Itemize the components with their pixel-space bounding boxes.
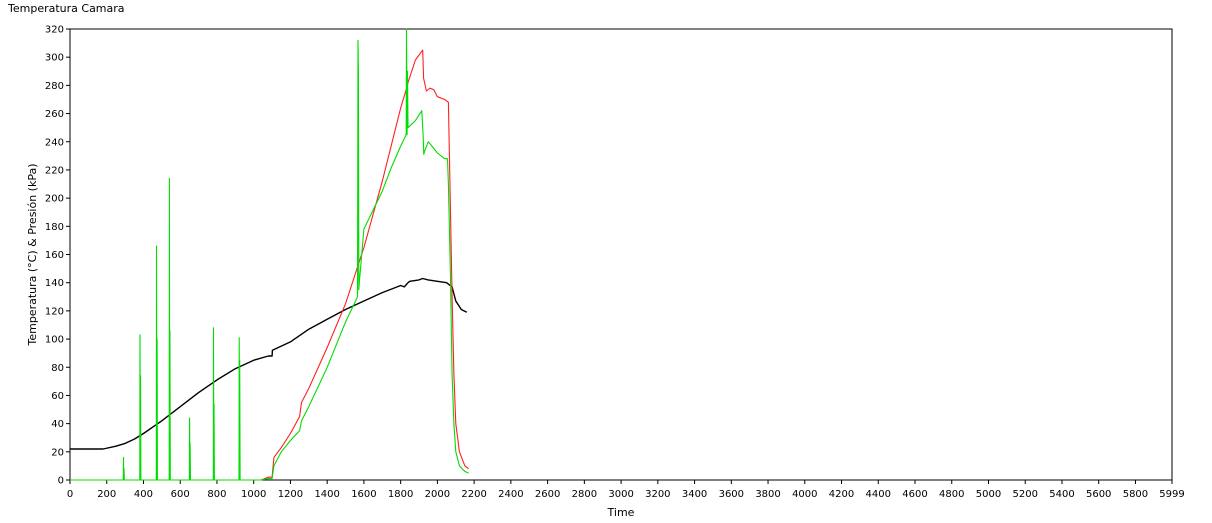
x-tick-label: 5400 <box>1049 489 1074 500</box>
x-axis-label: Time <box>607 506 635 519</box>
x-tick-label: 200 <box>97 489 116 500</box>
x-tick-label: 1000 <box>241 489 266 500</box>
y-tick-label: 160 <box>45 250 64 261</box>
x-tick-label: 5200 <box>1012 489 1037 500</box>
x-tick-label: 800 <box>207 489 226 500</box>
y-axis: 0 20 40 60 80 100 120 140 160 180 200 220 240 260 280 3… <box>45 25 70 487</box>
x-tick-label: 5800 <box>1123 489 1148 500</box>
x-tick-label: 3600 <box>719 489 744 500</box>
chart-title: Temperatura Camara <box>8 2 125 15</box>
y-tick-label: 60 <box>51 391 64 402</box>
x-tick-label: 2200 <box>461 489 486 500</box>
y-tick-label: 80 <box>51 363 64 374</box>
y-tick-label: 100 <box>45 335 64 346</box>
y-tick-label: 0 <box>58 476 64 487</box>
x-tick-label: 1200 <box>278 489 303 500</box>
y-axis-label: Temperatura (°C) & Presión (kPa) <box>26 163 39 346</box>
y-tick-label: 260 <box>45 109 64 120</box>
y-tick-label: 180 <box>45 222 64 233</box>
series-line-3 <box>70 28 469 481</box>
y-tick-label: 220 <box>45 165 64 176</box>
x-tick-label: 3200 <box>645 489 670 500</box>
x-tick-label: 5000 <box>976 489 1001 500</box>
x-tick-label: 600 <box>171 489 190 500</box>
y-tick-label: 280 <box>45 81 64 92</box>
y-tick-label: 320 <box>45 25 64 36</box>
x-tick-label: 4600 <box>902 489 927 500</box>
x-tick-label: 4400 <box>866 489 891 500</box>
x-tick-label: 5999 <box>1159 489 1184 500</box>
x-tick-label: 4200 <box>829 489 854 500</box>
x-tick-label: 3000 <box>608 489 633 500</box>
x-axis: 0 200 400 600 800 1000 1200 1400 1600 1800 2000 220… <box>67 480 1185 500</box>
y-tick-label: 40 <box>51 419 64 430</box>
x-tick-label: 4800 <box>939 489 964 500</box>
x-tick-label: 2000 <box>425 489 450 500</box>
y-tick-label: 140 <box>45 278 64 289</box>
x-tick-label: 1800 <box>388 489 413 500</box>
x-tick-label: 2600 <box>535 489 560 500</box>
x-tick-label: 400 <box>134 489 153 500</box>
plot-area <box>69 28 1173 481</box>
x-tick-label: 5600 <box>1086 489 1111 500</box>
x-tick-label: 1600 <box>351 489 376 500</box>
y-tick-label: 300 <box>45 53 64 64</box>
y-tick-label: 120 <box>45 306 64 317</box>
series-layer <box>70 28 469 481</box>
y-tick-label: 20 <box>51 447 64 458</box>
y-tick-label: 200 <box>45 194 64 205</box>
x-tick-label: 3800 <box>755 489 780 500</box>
x-tick-label: 2800 <box>572 489 597 500</box>
x-tick-label: 3400 <box>682 489 707 500</box>
x-tick-label: 2400 <box>498 489 523 500</box>
series-line-1 <box>70 277 468 450</box>
y-tick-label: 240 <box>45 137 64 148</box>
x-tick-label: 0 <box>67 489 73 500</box>
x-tick-label: 1400 <box>314 489 339 500</box>
x-tick-label: 4000 <box>792 489 817 500</box>
